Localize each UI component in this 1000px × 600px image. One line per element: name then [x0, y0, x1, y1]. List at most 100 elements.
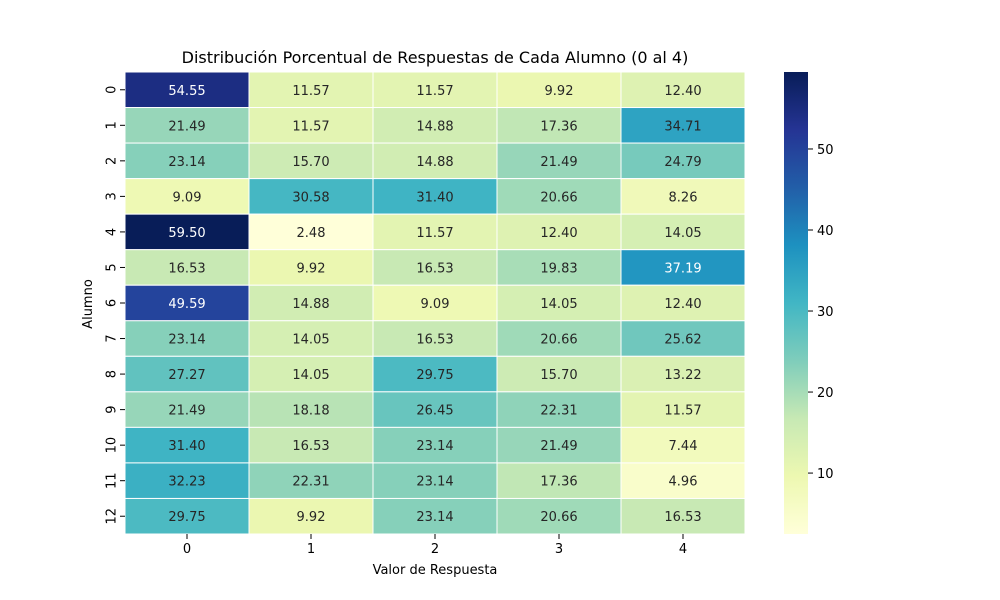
cell-value-label: 9.92 [297, 261, 326, 276]
cell-value-label: 26.45 [416, 404, 453, 419]
chart-title: Distribución Porcentual de Respuestas de… [182, 48, 689, 67]
heatmap-cell [372, 391, 498, 428]
cell-value-label: 11.57 [416, 84, 453, 99]
heatmap-cell [248, 355, 374, 393]
y-tick-label: 11 [105, 472, 120, 489]
x-tick-label: 4 [679, 542, 687, 557]
heatmap-cell [372, 107, 498, 144]
heatmap-cell [124, 426, 250, 464]
cell-value-label: 34.71 [664, 119, 701, 134]
cell-value-label: 4.96 [669, 475, 698, 490]
y-tick-label: 6 [105, 299, 120, 307]
y-tick-label: 3 [105, 192, 120, 200]
cell-value-label: 14.88 [416, 155, 453, 170]
cell-value-label: 23.14 [416, 510, 453, 525]
cell-value-label: 23.14 [416, 475, 453, 490]
heatmap-cell [124, 284, 250, 322]
cell-value-label: 21.49 [168, 404, 205, 419]
cell-value-label: 20.66 [540, 510, 577, 525]
y-tick-label: 2 [105, 157, 120, 165]
colorbar-tick-label: 20 [817, 386, 834, 401]
x-tick-label: 3 [555, 542, 563, 557]
cell-value-label: 31.40 [416, 190, 453, 205]
colorbar-tick-label: 50 [817, 143, 834, 158]
heatmap-cells: 54.55 11.57 11.57 9.92 12.40 21.49 11.57 14.88 1… [124, 71, 746, 535]
cell-value-label: 18.18 [292, 404, 329, 419]
cell-value-label: 59.50 [168, 226, 205, 241]
x-axis: 0 1 2 3 4 [183, 534, 687, 557]
cell-value-label: 16.53 [168, 261, 205, 276]
heatmap-cell [620, 249, 746, 286]
cell-value-label: 17.36 [540, 119, 577, 134]
colorbar-gradient [784, 72, 808, 534]
colorbar-tick-label: 10 [817, 467, 834, 482]
x-tick-label: 1 [307, 542, 315, 557]
cell-value-label: 16.53 [416, 333, 453, 348]
cell-value-label: 12.40 [540, 226, 577, 241]
y-tick-label: 4 [105, 228, 120, 236]
heatmap-cell [620, 213, 746, 251]
heatmap-cell [372, 178, 498, 215]
cell-value-label: 31.40 [168, 439, 205, 454]
cell-value-label: 9.92 [545, 84, 574, 99]
colorbar: 10 20 30 40 50 [784, 72, 834, 534]
cell-value-label: 21.49 [540, 155, 577, 170]
cell-value-label: 11.57 [292, 119, 329, 134]
heatmap-cell [124, 213, 250, 251]
y-tick-label: 5 [105, 263, 120, 271]
cell-value-label: 27.27 [168, 368, 205, 383]
cell-value-label: 49.59 [168, 297, 205, 312]
heatmap-cell [124, 71, 250, 109]
heatmap-cell [496, 426, 622, 464]
heatmap-cell [496, 142, 622, 180]
cell-value-label: 37.19 [664, 261, 701, 276]
cell-value-label: 21.49 [540, 439, 577, 454]
heatmap-cell [124, 462, 250, 499]
colorbar-tick-label: 30 [817, 305, 834, 320]
cell-value-label: 14.05 [540, 297, 577, 312]
cell-value-label: 16.53 [416, 261, 453, 276]
cell-value-label: 14.05 [664, 226, 701, 241]
heatmap-cell [496, 178, 622, 215]
y-tick-label: 7 [105, 334, 120, 342]
cell-value-label: 14.88 [292, 297, 329, 312]
heatmap-cell [620, 497, 746, 535]
cell-value-label: 17.36 [540, 475, 577, 490]
heatmap-cell [372, 426, 498, 464]
heatmap-cell [496, 497, 622, 535]
heatmap-cell [496, 249, 622, 286]
heatmap-cell [496, 391, 622, 428]
cell-value-label: 22.31 [540, 404, 577, 419]
heatmap-cell [248, 71, 374, 109]
cell-value-label: 13.22 [664, 368, 701, 383]
cell-value-label: 14.88 [416, 119, 453, 134]
heatmap-cell [248, 249, 374, 286]
heatmap-cell [248, 213, 374, 251]
heatmap-cell [372, 355, 498, 393]
x-tick-label: 0 [183, 542, 191, 557]
heatmap-cell [496, 320, 622, 357]
heatmap-cell [124, 391, 250, 428]
y-tick-label: 10 [105, 437, 120, 454]
colorbar-tick-label: 40 [817, 224, 834, 239]
cell-value-label: 15.70 [540, 368, 577, 383]
heatmap-cell [248, 178, 374, 215]
cell-value-label: 2.48 [297, 226, 326, 241]
x-axis-label: Valor de Respuesta [373, 563, 498, 578]
cell-value-label: 29.75 [416, 368, 453, 383]
heatmap-cell [248, 391, 374, 428]
heatmap-cell [496, 462, 622, 499]
cell-value-label: 19.83 [540, 261, 577, 276]
cell-value-label: 9.09 [421, 297, 450, 312]
heatmap-cell [620, 320, 746, 357]
cell-value-label: 15.70 [292, 155, 329, 170]
heatmap-cell [372, 249, 498, 286]
heatmap-cell [372, 71, 498, 109]
cell-value-label: 9.09 [173, 190, 202, 205]
cell-value-label: 30.58 [292, 190, 329, 205]
heatmap-cell [620, 178, 746, 215]
heatmap-cell [620, 107, 746, 144]
cell-value-label: 14.05 [292, 333, 329, 348]
